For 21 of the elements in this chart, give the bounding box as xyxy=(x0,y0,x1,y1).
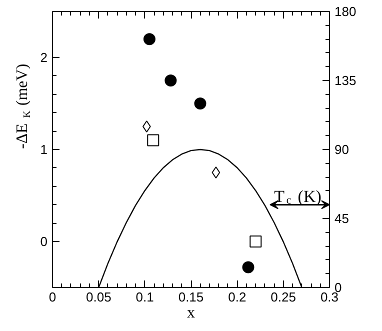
y-tick-label: 0 xyxy=(40,234,48,249)
point xyxy=(164,74,177,86)
y2-tick-label: 45 xyxy=(334,211,349,226)
y-tick-label: 2 xyxy=(40,50,48,65)
y2-tick-label: 90 xyxy=(334,142,349,157)
x-tick-label: 0.15 xyxy=(178,290,204,304)
y2-tick-label: 180 xyxy=(334,4,356,19)
x-tick-label: 0.1 xyxy=(136,290,154,304)
y2-tick-label: 135 xyxy=(334,73,356,88)
x-tick-label: 0.05 xyxy=(86,290,112,304)
point xyxy=(194,98,206,110)
point xyxy=(212,166,220,178)
point xyxy=(242,261,254,274)
y-tick-label: 1 xyxy=(40,142,48,157)
x-axis-title: x xyxy=(187,304,195,322)
point xyxy=(147,134,160,146)
point xyxy=(142,120,151,132)
point xyxy=(143,33,156,46)
x-tick-label: 0.2 xyxy=(228,290,246,304)
x-tick-label: 0.25 xyxy=(270,290,296,304)
point xyxy=(250,236,262,248)
